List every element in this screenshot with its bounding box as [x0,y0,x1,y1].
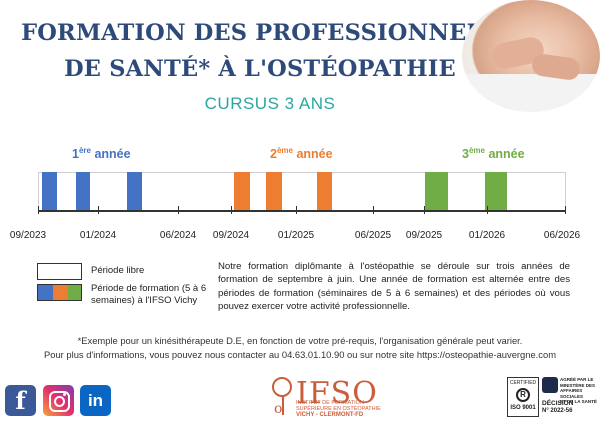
subtitle: CURSUS 3 ANS [204,94,336,113]
ifso-logo-name: IFSO [296,376,378,411]
ifso-logo-line1: INSTITUT DE FORMATION [296,400,364,406]
legend-training-label: Période de formation (5 à 6 semaines) à … [91,283,207,306]
instagram-icon[interactable] [43,385,74,416]
training-period-y2-1 [234,172,250,211]
ministry-logo-icon [542,377,558,393]
decision-label: DÉCISION [542,400,574,407]
title-line-1: FORMATION DES PROFESSIONNELS [21,20,499,46]
ifso-logo-line2: SUPÉRIEURE EN OSTÉOPATHIE [296,406,381,412]
footnote: *Exemple pour un kinésithérapeute D.E, e… [77,335,523,346]
year-3-label: 3ème année [462,146,525,162]
training-period-y3-1 [425,172,448,211]
date-label: 01/2024 [79,230,117,241]
legend-training-swatch [37,284,82,301]
training-period-y2-2 [266,172,282,211]
training-period-y2-3 [317,172,332,211]
legend-free-swatch [37,263,82,280]
training-period-y1-2 [76,172,90,211]
date-label: 09/2024 [212,230,250,241]
decision-number: N° 2022-56 [542,408,573,414]
timeline-track [38,172,566,211]
ifso-logo-line3: VICHY - CLERMONT-FD [296,412,364,418]
date-label: 01/2026 [468,230,506,241]
legend-free-label: Période libre [91,265,145,276]
ifso-logo-mark: o [272,377,296,417]
linkedin-icon[interactable]: in [80,385,111,416]
date-label: 06/2026 [543,230,581,241]
training-period-y1-3 [127,172,142,211]
osteopathy-photo [462,0,600,112]
ministry-approval-text: AGRÉÉ PAR LE MINISTÈRE DES AFFAIRES SOCI… [560,377,597,404]
date-label: 06/2025 [354,230,392,241]
title-line-2: DE SANTÉ* À L'OSTÉOPATHIE [64,56,456,82]
facebook-icon[interactable]: f [5,385,36,416]
training-period-y1-1 [42,172,57,211]
year-2-label: 2ème année [270,146,333,162]
date-label: 01/2025 [277,230,315,241]
date-label: 06/2024 [159,230,197,241]
year-1-label: 1ère année [72,146,131,162]
contact-info: Pour plus d'informations, vous pouvez no… [44,349,556,360]
date-label: 09/2023 [9,230,47,241]
iso-certified-badge: CERTIFIED R ISO 9001 [507,377,539,417]
description-paragraph: Notre formation diplômante à l'ostéopath… [218,261,570,312]
training-period-y3-2 [485,172,507,211]
date-label: 09/2025 [405,230,443,241]
timeline-axis [38,210,566,212]
